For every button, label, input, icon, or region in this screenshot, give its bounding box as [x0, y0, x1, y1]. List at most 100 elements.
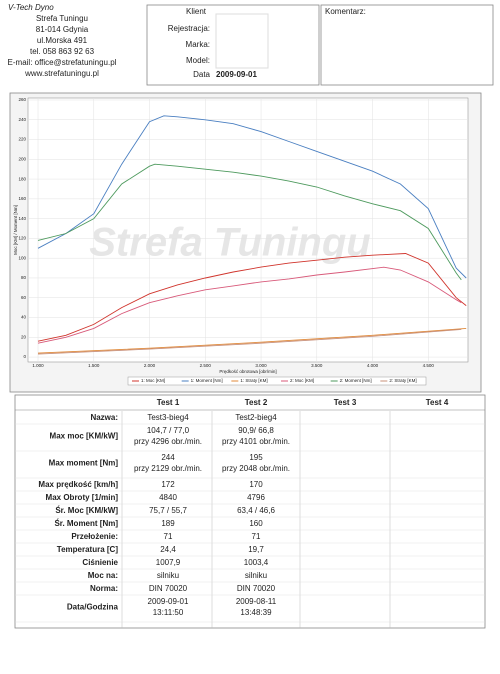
cell-text: DIN 70020 [237, 584, 276, 593]
date-value: 2009-09-01 [216, 70, 257, 79]
row-label: Śr. Moc [KM/kW] [55, 506, 118, 515]
y-tick-label: 60 [21, 295, 27, 300]
date-label: Data [193, 70, 210, 79]
legend-label: 2: Moment [Nm] [340, 378, 372, 383]
legend-box [127, 376, 427, 386]
cell-text: 19,7 [248, 545, 264, 554]
row-label: Ciśnienie [82, 558, 118, 567]
y-tick-label: 120 [18, 236, 26, 241]
watermark: Strefa Tuningu [89, 221, 370, 265]
y-tick-label: 40 [21, 315, 27, 320]
row-label: Moc na: [88, 571, 118, 580]
row-label: Śr. Moment [Nm] [54, 519, 118, 528]
company-line: tel. 058 863 92 63 [30, 47, 95, 56]
x-axis-label: Prędkość obrotowa [obr/min] [219, 369, 276, 374]
row-label: Nazwa: [90, 413, 118, 422]
cell-text: 2009-09-01 [148, 597, 189, 606]
cell-text: 13:11:50 [153, 608, 184, 617]
cell-text: przy 4101 obr./min. [222, 437, 290, 446]
y-tick-label: 140 [18, 216, 26, 221]
legend-label: 1: Straty [KM] [240, 378, 267, 383]
cell-text: przy 2048 obr./min. [222, 464, 290, 473]
company-line: E-mail: office@strefatuningu.pl [8, 58, 117, 67]
client-field-label: Marka: [186, 40, 210, 49]
row-label: Temperatura [C] [57, 545, 119, 554]
x-tick-label: 1.000 [32, 363, 44, 368]
y-tick-label: 240 [18, 117, 26, 122]
cell-text: DIN 70020 [149, 584, 188, 593]
row-label: Max moc [KM/kW] [50, 432, 119, 441]
series-line [37, 115, 467, 279]
x-tick-label: 3.000 [255, 363, 267, 368]
cell-text: 244 [161, 453, 175, 462]
cell-text: silniku [157, 571, 179, 580]
client-field-label: Rejestracja: [168, 24, 210, 33]
client-title: Klient [186, 7, 207, 16]
x-tick-label: 4.000 [367, 363, 379, 368]
cell-text: 104,7 / 77,0 [147, 426, 190, 435]
series-line [37, 266, 462, 344]
cell-text: 4796 [247, 493, 265, 502]
row-label: Norma: [90, 584, 118, 593]
cell-text: 90,9/ 66,8 [238, 426, 274, 435]
y-tick-label: 20 [21, 334, 27, 339]
company-line: 81-014 Gdynia [36, 25, 89, 34]
company-line: V-Tech Dyno [8, 3, 54, 12]
cell-text: przy 4296 obr./min. [134, 437, 202, 446]
cell-text: 189 [161, 519, 175, 528]
y-axis-label: Moc [KM] / Moment [Nm] [13, 205, 18, 255]
company-line: Strefa Tuningu [36, 14, 88, 23]
series-line [37, 328, 462, 355]
y-tick-label: 160 [18, 196, 26, 201]
cell-text: 71 [252, 532, 261, 541]
client-field-area [215, 13, 269, 69]
legend-label: 2: Moc [KM] [290, 378, 314, 383]
x-tick-label: 3.500 [311, 363, 323, 368]
cell-text: 195 [249, 453, 263, 462]
comment-label: Komentarz: [325, 7, 366, 16]
company-line: ul.Morska 491 [37, 36, 88, 45]
row-label: Data/Godzina [67, 603, 119, 612]
series-line [37, 163, 462, 281]
cell-text: 13:48:39 [240, 608, 272, 617]
x-tick-label: 4.500 [423, 363, 435, 368]
cell-text: silniku [245, 571, 267, 580]
y-tick-label: 260 [18, 97, 26, 102]
legend-label: 1: Moment [Nm] [191, 378, 223, 383]
table: Test 1 Test 2 Test 3 Test 4 Nazwa: Test3-bieg… [15, 398, 485, 628]
x-tick-label: 2.500 [200, 363, 212, 368]
cell-text: 1003,4 [244, 558, 269, 567]
x-tick-label: 1.500 [88, 363, 100, 368]
cell-text: 75,7 / 55,7 [149, 506, 187, 515]
series-line [37, 253, 467, 342]
row-label: Max prędkość [km/h] [38, 480, 118, 489]
client-box [146, 4, 320, 86]
cell-text: 160 [249, 519, 263, 528]
cell-text: 170 [249, 480, 263, 489]
column-header: Test 4 [426, 398, 449, 407]
y-tick-label: 0 [23, 354, 26, 359]
series-line [37, 327, 467, 354]
cell-text: 4840 [159, 493, 177, 502]
cell-text: 172 [161, 480, 175, 489]
row-label: Max Obroty [1/min] [46, 493, 119, 502]
comment-box [320, 4, 494, 86]
cell-text: Test3-bieg4 [147, 413, 189, 422]
y-tick-label: 200 [18, 156, 26, 161]
client-field-label: Model: [186, 56, 210, 65]
row-label: Przełożenie: [71, 532, 118, 541]
cell-text: 1007,9 [156, 558, 181, 567]
cell-text: 71 [164, 532, 173, 541]
legend-label: 2: Straty [KM] [389, 378, 416, 383]
cell-text: 63,4 / 46,6 [237, 506, 275, 515]
cell-text: 24,4 [160, 545, 176, 554]
cell-text: przy 2129 obr./min. [134, 464, 202, 473]
row-label: Max moment [Nm] [49, 459, 119, 468]
y-tick-label: 180 [18, 176, 26, 181]
plot-area [27, 97, 469, 363]
y-tick-label: 220 [18, 137, 26, 142]
company-line: www.strefatuningu.pl [24, 69, 99, 78]
chart: Strefa Tuningu 0 20 40 60 80 100 120 140 160 180 20… [13, 97, 469, 386]
y-tick-label: 80 [21, 275, 27, 280]
table-frame [14, 394, 486, 629]
